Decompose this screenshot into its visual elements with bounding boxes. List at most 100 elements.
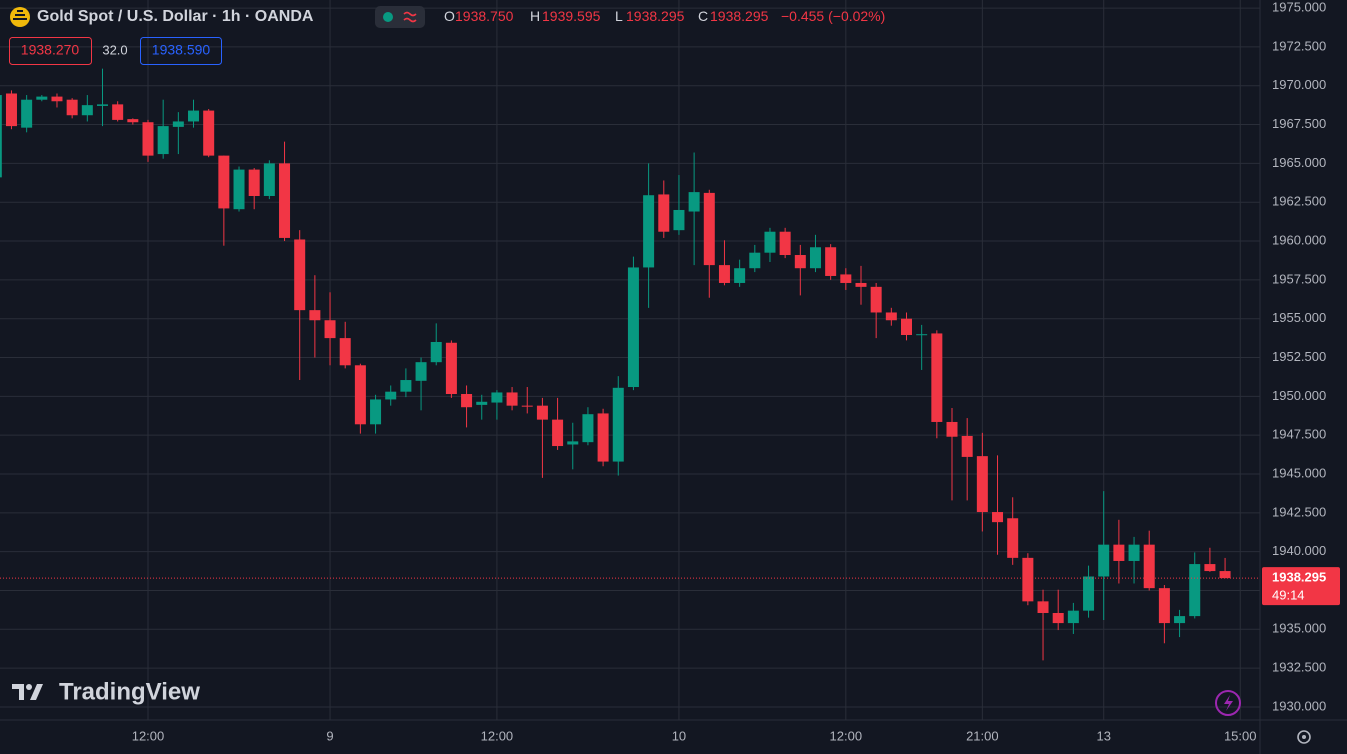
candle-body <box>461 394 473 408</box>
candle-body <box>0 95 2 178</box>
settings-icon-dot <box>1302 735 1306 739</box>
y-tick-label: 1952.500 <box>1272 349 1326 364</box>
x-tick-label: 9 <box>326 728 333 743</box>
settings-icon[interactable] <box>1297 730 1311 744</box>
candle-body <box>825 247 837 276</box>
candle-body <box>612 387 624 462</box>
candle-body <box>21 99 33 128</box>
ohlc-label: O <box>444 8 455 24</box>
candle-body <box>855 282 867 287</box>
y-tick-label: 1947.500 <box>1272 427 1326 442</box>
alert-icon-glyph <box>1224 695 1233 711</box>
y-tick-label: 1940.000 <box>1272 543 1326 558</box>
candle-body <box>324 320 336 339</box>
y-tick-label: 1972.500 <box>1272 38 1326 53</box>
grid <box>0 0 1260 720</box>
y-tick-label: 1965.000 <box>1272 155 1326 170</box>
candle-body <box>188 110 200 122</box>
candle-body <box>491 392 503 403</box>
candle-body <box>1189 564 1201 617</box>
last-price-label: 1938.295 <box>1272 570 1326 585</box>
candle-body <box>294 239 306 311</box>
candle-body <box>536 405 548 420</box>
y-tick-label: 1930.000 <box>1272 698 1326 713</box>
candle-body <box>51 96 63 102</box>
candle-body <box>1143 544 1155 589</box>
candle-body <box>916 334 928 336</box>
buy-button[interactable] <box>140 37 222 65</box>
candle-body <box>992 512 1004 523</box>
x-tick-label: 15:00 <box>1224 728 1257 743</box>
candle-body <box>203 110 215 156</box>
last-price-tag <box>1262 567 1340 606</box>
candle-body <box>627 267 639 388</box>
sell-button[interactable] <box>9 37 92 65</box>
y-tick-label: 1975.000 <box>1272 0 1326 15</box>
ohlc-value: 1938.750 <box>455 8 514 24</box>
candle-body <box>415 362 427 381</box>
candle-body <box>248 169 260 196</box>
candle-body <box>127 119 139 123</box>
toggle-pill[interactable] <box>375 6 425 28</box>
candle-body <box>779 231 791 256</box>
candles <box>0 68 1260 661</box>
candle-body <box>385 391 397 400</box>
countdown-label: 49:14 <box>1272 588 1305 603</box>
candle-body <box>96 104 108 106</box>
candle-body <box>703 192 715 266</box>
candle-body <box>370 399 382 425</box>
candle-body <box>430 341 442 363</box>
x-tick-label: 10 <box>672 728 686 743</box>
candle-body <box>1007 518 1019 558</box>
alert-icon[interactable] <box>1215 690 1241 716</box>
candle-body <box>885 312 897 321</box>
candle-body <box>233 169 245 210</box>
candle-body <box>567 441 579 445</box>
ohlc-label: H <box>530 8 540 24</box>
candle-body <box>112 104 124 120</box>
symbol-icon[interactable] <box>10 7 30 27</box>
x-tick-label: 12:00 <box>132 728 165 743</box>
toggle-icon <box>403 11 417 23</box>
candle-body <box>339 338 351 366</box>
y-tick-label: 1950.000 <box>1272 388 1326 403</box>
candle-body <box>81 105 93 116</box>
candle-body <box>1067 610 1079 624</box>
y-tick-label: 1967.500 <box>1272 116 1326 131</box>
ohlc-label: L <box>615 8 623 24</box>
candle-body <box>263 163 275 196</box>
y-tick-label: 1962.500 <box>1272 194 1326 209</box>
x-tick-label: 12:00 <box>830 728 863 743</box>
candle-body <box>718 265 730 283</box>
candle-body <box>976 456 988 513</box>
candle-body <box>870 286 882 313</box>
candle-body <box>552 419 564 447</box>
sell-price[interactable]: 1938.270 <box>21 42 80 58</box>
x-tick-label: 13 <box>1096 728 1110 743</box>
candle-body <box>1174 616 1186 624</box>
watermark-logo <box>12 684 43 700</box>
candle-body <box>309 310 321 321</box>
candle-body <box>521 405 533 407</box>
ohlc-legend: O1938.750 H 1939.595 L 1938.295 C 1938.295 … <box>444 8 885 24</box>
candle-body <box>749 252 761 269</box>
symbol-title[interactable]: Gold Spot / U.S. Dollar · 1h · OANDA <box>37 8 314 25</box>
candle-body <box>1128 544 1140 561</box>
candle-body <box>840 274 852 283</box>
candle-body <box>354 365 366 425</box>
x-tick-label: 21:00 <box>966 728 999 743</box>
toggle-dot <box>383 12 393 22</box>
watermark: TradingView <box>59 678 200 705</box>
candle-body <box>1098 544 1110 577</box>
candle-body <box>946 421 958 437</box>
candle-body <box>279 163 291 238</box>
y-tick-label: 1960.000 <box>1272 232 1326 247</box>
y-tick-label: 1955.000 <box>1272 310 1326 325</box>
candle-body <box>901 318 912 335</box>
buy-price[interactable]: 1938.590 <box>152 42 211 58</box>
ohlc-label: C <box>698 8 708 24</box>
candle-body <box>157 126 169 155</box>
